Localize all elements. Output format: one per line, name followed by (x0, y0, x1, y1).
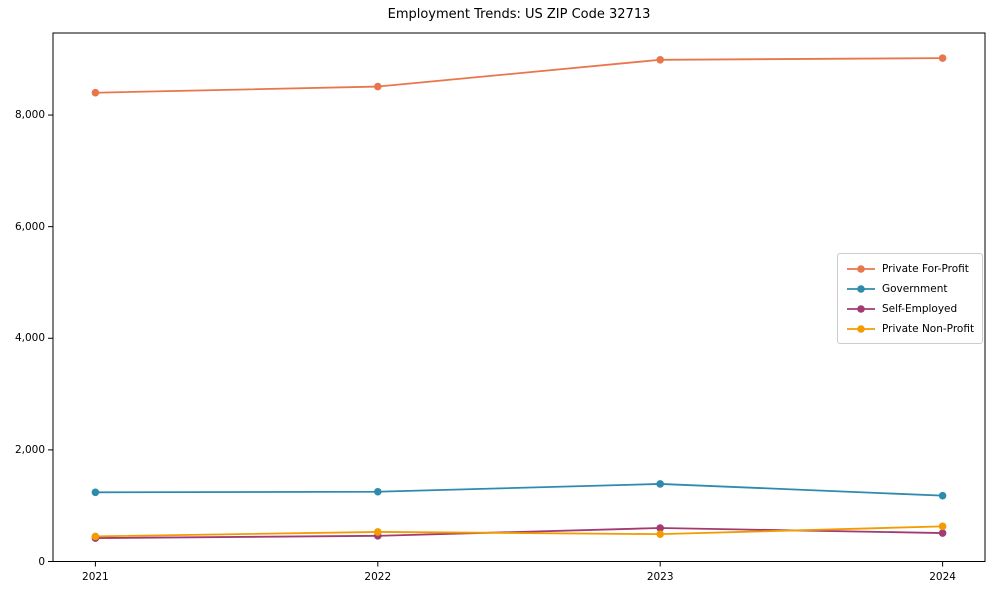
legend-line-marker-icon (847, 264, 875, 273)
series-line-private-for-profit (95, 57, 943, 94)
x-tick-label: 2022 (364, 570, 392, 583)
chart-title: Employment Trends: US ZIP Code 32713 (387, 7, 651, 22)
legend-line-marker-icon (847, 304, 875, 313)
legend-label: Private For-Profit (882, 262, 969, 275)
y-tick-label: 4,000 (14, 332, 45, 345)
data-point-government (656, 480, 664, 488)
legend: Private For-Profit Government Self-Employe… (837, 253, 983, 344)
data-point-private-for-profit (91, 88, 100, 97)
y-tick-label: 2,000 (14, 443, 45, 456)
y-tick-label: 8,000 (14, 109, 45, 122)
legend-label: Government (882, 282, 948, 295)
data-point-private-for-profit (374, 82, 382, 91)
data-point-private-non-profit (656, 530, 664, 538)
legend-item-private-for-profit: Private For-Profit (847, 261, 973, 276)
data-point-government (91, 488, 100, 497)
series-line-private-non-profit (95, 525, 943, 538)
legend-item-self-employed: Self-Employed (847, 301, 973, 316)
y-tick-label: 6,000 (14, 220, 45, 233)
data-point-self-employed (938, 529, 947, 537)
data-point-self-employed (656, 524, 664, 532)
data-point-government (374, 487, 382, 496)
legend-item-government: Government (847, 281, 973, 296)
data-point-government (938, 491, 947, 500)
legend-label: Self-Employed (882, 302, 958, 315)
plot-border (52, 32, 986, 562)
legend-line-marker-icon (847, 324, 875, 333)
series-line-government (95, 483, 943, 497)
data-point-private-non-profit (91, 532, 100, 541)
data-point-private-for-profit (938, 54, 947, 62)
y-tick-label: 0 (38, 555, 45, 568)
legend-label: Private Non-Profit (882, 322, 975, 335)
data-point-private-non-profit (374, 528, 382, 536)
x-tick-label: 2021 (82, 570, 109, 583)
legend-item-private-non-profit: Private Non-Profit (847, 321, 975, 336)
x-tick-label: 2023 (646, 570, 674, 583)
x-tick-label: 2024 (929, 570, 956, 583)
data-point-private-non-profit (938, 522, 947, 531)
data-point-private-for-profit (656, 55, 664, 64)
legend-line-marker-icon (847, 284, 875, 293)
